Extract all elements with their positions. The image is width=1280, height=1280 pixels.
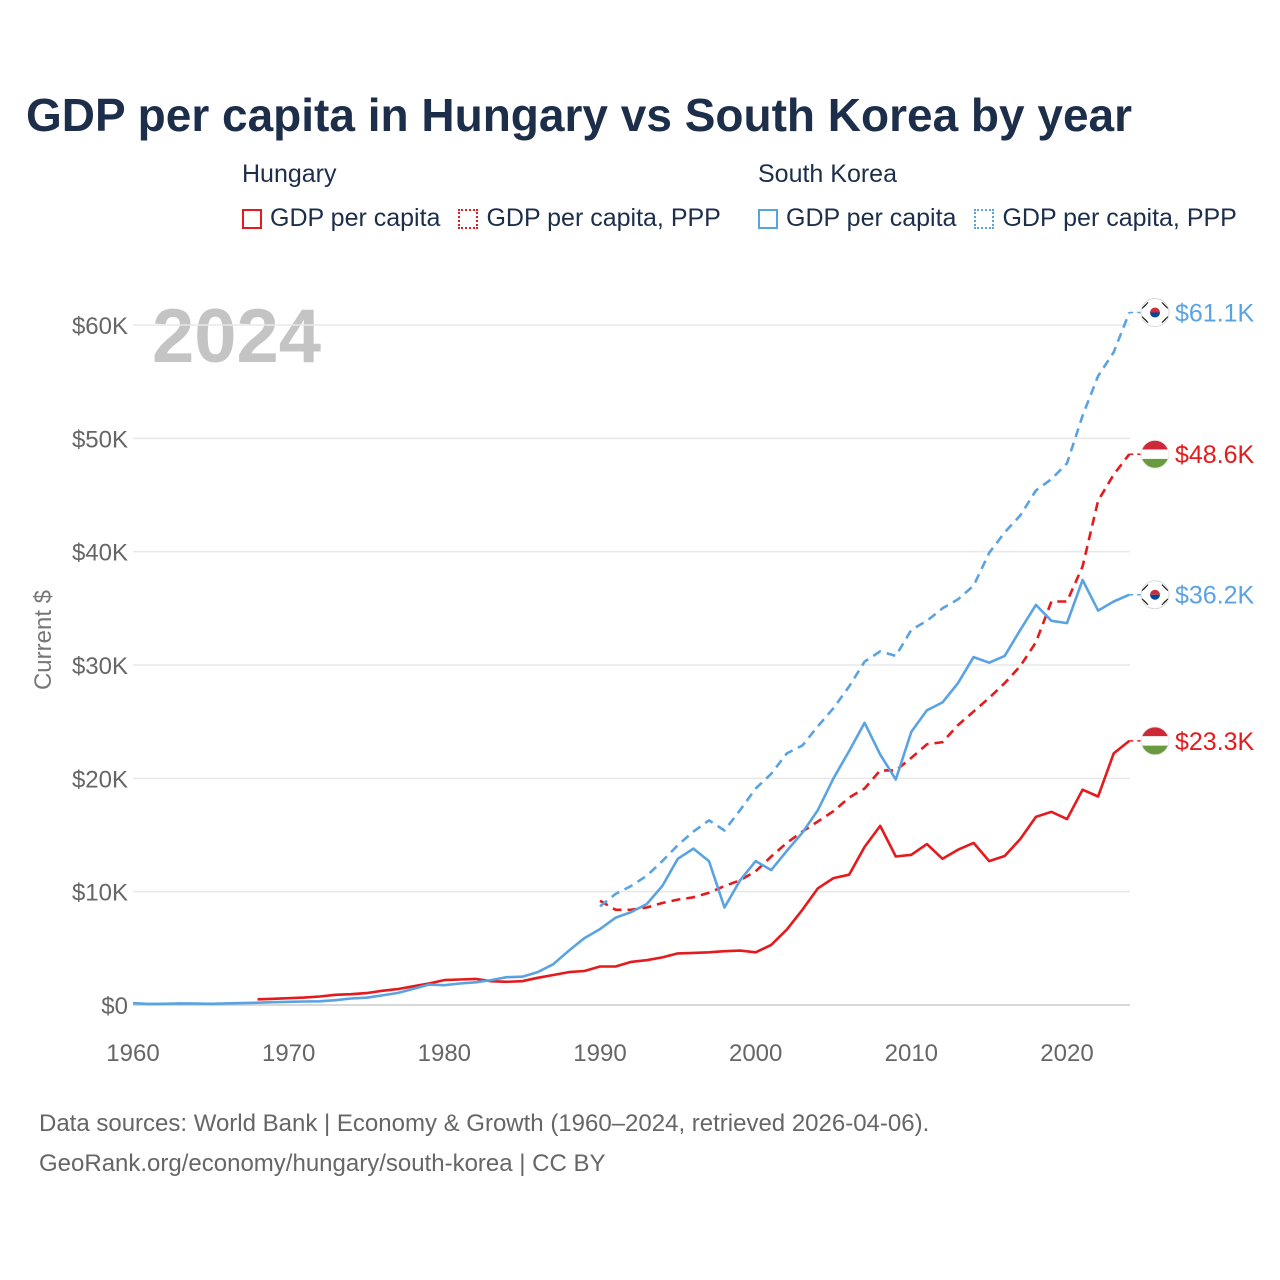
end-labels: $23.3K $48.6K $36.2K $61.1K: [1129, 298, 1255, 756]
legend-label: GDP per capita, PPP: [486, 204, 721, 232]
y-axis-label: Current $: [30, 590, 57, 690]
legend-item-hungary-gdp-ppp[interactable]: GDP per capita, PPP: [458, 204, 721, 233]
source-note: Data sources: World Bank | Economy & Gro…: [39, 1104, 929, 1184]
legend-label: GDP per capita: [270, 204, 441, 232]
hungary-flag: [1140, 726, 1170, 756]
legend-swatch-solid-red: [242, 208, 262, 229]
legend-group-title: South Korea: [758, 160, 897, 188]
chart-title: GDP per capita in Hungary vs South Korea…: [26, 89, 1133, 141]
y-tick-label: $20K: [72, 766, 128, 793]
legend-swatch-solid-blue: [758, 208, 778, 229]
x-tick-label: 2020: [1040, 1040, 1093, 1067]
end-value-label: $48.6K: [1175, 441, 1255, 469]
legend-item-hungary-gdp[interactable]: GDP per capita: [242, 204, 440, 233]
legend-group-title: Hungary: [242, 160, 337, 188]
y-tick-label: $10K: [72, 880, 128, 907]
x-tick-label: 1960: [106, 1040, 159, 1067]
south-korea-flag: [1140, 580, 1170, 610]
x-tick-label: 1970: [262, 1040, 315, 1067]
legend-item-south-korea-gdp-ppp[interactable]: GDP per capita, PPP: [974, 204, 1237, 233]
end-value-label: $36.2K: [1175, 582, 1255, 610]
series-line-hungary-gdp-per-capita[interactable]: [257, 739, 1131, 1001]
legend-swatch-dotted-blue: [974, 208, 995, 229]
south-korea-flag: [1140, 298, 1170, 328]
legend-swatch-dotted-red: [458, 208, 479, 229]
x-tick-label: 2010: [885, 1040, 938, 1067]
legend-label: GDP per capita, PPP: [1002, 204, 1237, 232]
x-axis: 1960 1970 1980 1990 2000 2010 2020: [106, 1040, 1093, 1067]
x-tick-label: 1980: [418, 1040, 471, 1067]
end-value-label: $61.1K: [1175, 300, 1255, 328]
series-layer: [132, 312, 1131, 1006]
source-line-1: Data sources: World Bank | Economy & Gro…: [39, 1110, 930, 1137]
year-watermark: 2024: [152, 294, 321, 379]
series-line-south-korea-gdp-per-capita[interactable]: [132, 578, 1130, 1006]
end-value-label: $23.3K: [1175, 728, 1255, 756]
x-tick-label: 1990: [573, 1040, 626, 1067]
series-line-hungary-gdp-per-capita-ppp[interactable]: [599, 453, 1131, 912]
y-tick-label: $0: [101, 993, 128, 1020]
y-tick-label: $30K: [72, 653, 128, 680]
series-line-south-korea-gdp-per-capita-ppp[interactable]: [599, 312, 1131, 908]
x-tick-label: 2000: [729, 1040, 782, 1067]
y-tick-label: $40K: [72, 540, 128, 567]
legend-group-hungary: Hungary GDP per capita GDP per capita, P…: [242, 160, 721, 233]
y-tick-label: $60K: [72, 313, 128, 340]
grid: [133, 324, 1130, 1006]
y-axis: $0 $10K $20K $30K $40K $50K $60K: [72, 313, 128, 1020]
legend-group-south-korea: South Korea GDP per capita GDP per capit…: [758, 160, 1237, 233]
legend-label: GDP per capita: [786, 204, 957, 232]
legend-item-south-korea-gdp[interactable]: GDP per capita: [758, 204, 956, 233]
hungary-flag: [1140, 439, 1170, 469]
source-line-2[interactable]: GeoRank.org/economy/hungary/south-korea …: [39, 1150, 606, 1177]
y-tick-label: $50K: [72, 426, 128, 453]
